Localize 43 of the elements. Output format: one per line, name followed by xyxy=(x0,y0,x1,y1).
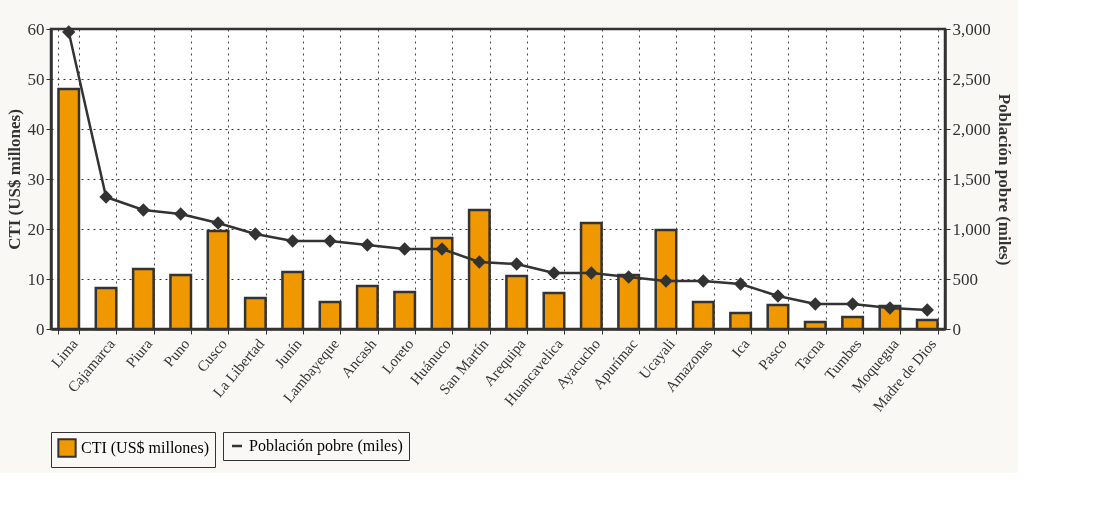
point xyxy=(921,303,934,317)
point xyxy=(473,255,486,269)
point xyxy=(137,203,150,217)
point xyxy=(323,234,337,248)
y2-tick-label: 0 xyxy=(952,319,961,339)
y2-tick-label: 1,000 xyxy=(952,219,991,239)
y2-tick-label: 2,000 xyxy=(952,119,991,139)
y-tick-label: 10 xyxy=(27,269,45,289)
legend-label: Población pobre (miles) xyxy=(249,437,403,455)
y2-tick-label: 500 xyxy=(952,269,978,289)
point xyxy=(435,242,449,256)
y-tick-label: 30 xyxy=(27,169,45,189)
x-tick-label: Ica xyxy=(728,335,753,361)
point xyxy=(547,266,561,280)
y-tick-label: 0 xyxy=(36,319,45,339)
y-tick-label: 20 xyxy=(27,219,45,239)
y-tick-label: 60 xyxy=(27,19,45,39)
y2-tick-label: 3,000 xyxy=(952,19,991,39)
point xyxy=(585,266,598,280)
y2-tick-label: 2,500 xyxy=(952,69,991,89)
point xyxy=(622,270,635,284)
legend-label: CTI (US$ millones) xyxy=(81,439,209,457)
point xyxy=(659,274,673,288)
point xyxy=(99,190,113,204)
point xyxy=(809,297,822,311)
y-axis-title: CTI (US$ millones) xyxy=(4,109,24,250)
y-tick-label: 40 xyxy=(27,119,45,139)
point xyxy=(174,207,187,221)
point xyxy=(398,242,411,256)
point xyxy=(734,277,747,291)
point xyxy=(846,297,859,311)
point xyxy=(697,274,710,288)
point xyxy=(361,238,374,252)
y2-tick-label: 1,500 xyxy=(952,169,991,189)
point xyxy=(62,25,75,39)
point xyxy=(510,257,523,271)
point xyxy=(286,234,299,248)
point xyxy=(771,289,785,303)
y2-axis-title: Población pobre (miles) xyxy=(994,93,1014,266)
y-tick-label: 50 xyxy=(27,69,45,89)
point xyxy=(883,301,897,315)
point xyxy=(249,227,262,241)
point xyxy=(211,216,225,230)
